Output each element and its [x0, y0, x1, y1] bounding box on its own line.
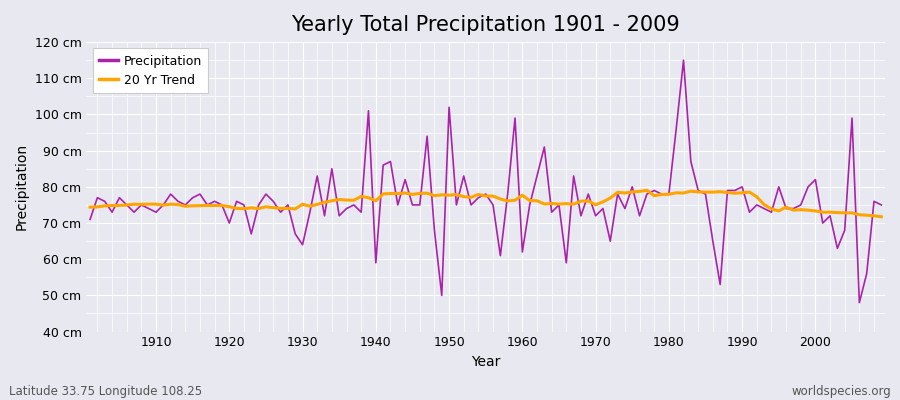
Y-axis label: Precipitation: Precipitation — [15, 143, 29, 230]
20 Yr Trend — [348, 198, 359, 203]
X-axis label: Year: Year — [471, 355, 500, 369]
20 Yr Trend — [605, 196, 616, 200]
Precipitation — [85, 217, 95, 222]
Precipitation — [304, 210, 315, 214]
Precipitation — [348, 202, 359, 207]
Precipitation — [854, 300, 865, 305]
Precipitation — [876, 202, 886, 207]
Line: 20 Yr Trend: 20 Yr Trend — [90, 190, 881, 217]
Title: Yearly Total Precipitation 1901 - 2009: Yearly Total Precipitation 1901 - 2009 — [292, 15, 680, 35]
20 Yr Trend — [143, 202, 154, 206]
Legend: Precipitation, 20 Yr Trend: Precipitation, 20 Yr Trend — [93, 48, 209, 93]
Precipitation — [143, 206, 154, 211]
20 Yr Trend — [517, 193, 527, 198]
20 Yr Trend — [85, 205, 95, 210]
Precipitation — [509, 116, 520, 120]
Precipitation — [517, 250, 527, 254]
20 Yr Trend — [642, 188, 652, 193]
20 Yr Trend — [304, 204, 315, 209]
Text: worldspecies.org: worldspecies.org — [791, 385, 891, 398]
Text: Latitude 33.75 Longitude 108.25: Latitude 33.75 Longitude 108.25 — [9, 385, 202, 398]
Line: Precipitation: Precipitation — [90, 60, 881, 303]
20 Yr Trend — [876, 214, 886, 219]
20 Yr Trend — [509, 198, 520, 203]
Precipitation — [678, 58, 688, 63]
Precipitation — [605, 239, 616, 244]
